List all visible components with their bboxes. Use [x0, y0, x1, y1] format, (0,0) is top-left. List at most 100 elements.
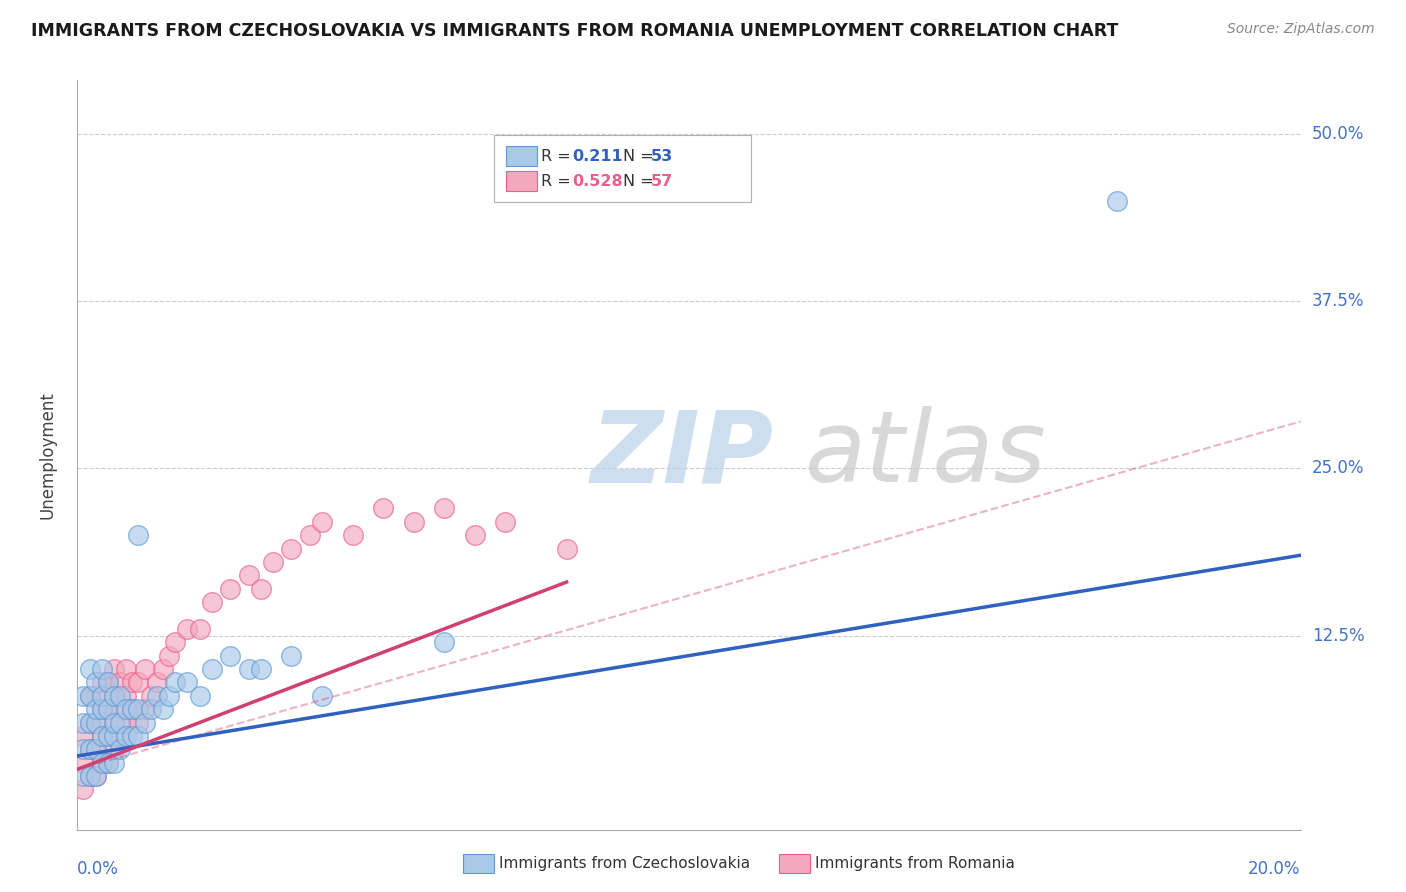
Point	[90, 729, 112, 743]
Point	[79, 715, 101, 730]
Point	[97, 675, 120, 690]
Point	[97, 729, 120, 743]
Y-axis label: Unemployment: Unemployment	[38, 391, 56, 519]
Point	[127, 675, 149, 690]
Point	[97, 729, 120, 743]
Point	[134, 662, 156, 676]
Point	[127, 528, 149, 542]
Point	[152, 662, 174, 676]
Point	[97, 702, 120, 716]
Point	[72, 742, 94, 756]
Text: 12.5%: 12.5%	[1312, 626, 1364, 645]
Point	[250, 662, 273, 676]
Point	[134, 702, 156, 716]
Point	[79, 689, 101, 703]
Text: 20.0%: 20.0%	[1249, 860, 1301, 878]
Point	[90, 662, 112, 676]
Text: N =: N =	[623, 149, 659, 163]
Point	[201, 662, 224, 676]
Point	[157, 689, 180, 703]
Point	[176, 622, 198, 636]
Text: 0.211: 0.211	[572, 149, 623, 163]
Point	[555, 541, 578, 556]
Point	[342, 528, 364, 542]
Point	[127, 715, 149, 730]
Point	[90, 756, 112, 770]
Point	[464, 528, 486, 542]
Point	[84, 769, 107, 783]
Point	[79, 742, 101, 756]
Point	[115, 689, 138, 703]
Point	[84, 702, 107, 716]
Point	[188, 622, 211, 636]
Point	[108, 715, 131, 730]
Text: 0.0%: 0.0%	[77, 860, 120, 878]
Point	[108, 702, 131, 716]
Point	[72, 769, 94, 783]
Point	[188, 689, 211, 703]
Point	[298, 528, 321, 542]
Point	[433, 501, 456, 516]
Point	[108, 689, 131, 703]
Point	[121, 702, 143, 716]
Point	[495, 515, 517, 529]
Text: atlas: atlas	[806, 407, 1047, 503]
Point	[72, 782, 94, 797]
Point	[103, 742, 125, 756]
Point	[90, 702, 112, 716]
Point	[84, 715, 107, 730]
Point	[84, 689, 107, 703]
Text: 37.5%: 37.5%	[1312, 292, 1364, 310]
Point	[84, 742, 107, 756]
Point	[108, 729, 131, 743]
Point	[72, 715, 94, 730]
Point	[90, 702, 112, 716]
Point	[97, 675, 120, 690]
Point	[108, 742, 131, 756]
Text: Immigrants from Czechoslovakia: Immigrants from Czechoslovakia	[499, 856, 751, 871]
Point	[433, 635, 456, 649]
Point	[84, 769, 107, 783]
Point	[103, 756, 125, 770]
Point	[90, 689, 112, 703]
Point	[201, 595, 224, 609]
Point	[238, 568, 260, 582]
Point	[115, 702, 138, 716]
Point	[79, 742, 101, 756]
Text: Source: ZipAtlas.com: Source: ZipAtlas.com	[1227, 22, 1375, 37]
Point	[103, 689, 125, 703]
Text: 25.0%: 25.0%	[1312, 459, 1364, 477]
Point	[103, 662, 125, 676]
Point	[157, 648, 180, 663]
Point	[84, 715, 107, 730]
Point	[127, 729, 149, 743]
Point	[311, 689, 333, 703]
Point	[79, 769, 101, 783]
Point	[121, 729, 143, 743]
Point	[90, 729, 112, 743]
Point	[371, 501, 394, 516]
Point	[97, 756, 120, 770]
Point	[103, 689, 125, 703]
Point	[115, 715, 138, 730]
Point	[79, 715, 101, 730]
Point	[103, 715, 125, 730]
Point	[219, 582, 242, 596]
Point	[84, 675, 107, 690]
Point	[90, 675, 112, 690]
Point	[72, 689, 94, 703]
Point	[280, 648, 302, 663]
Point	[79, 662, 101, 676]
Point	[115, 662, 138, 676]
Point	[108, 675, 131, 690]
Point	[72, 756, 94, 770]
Point	[262, 555, 284, 569]
Point	[165, 635, 187, 649]
Point	[165, 675, 187, 690]
Text: 53: 53	[651, 149, 673, 163]
Point	[84, 742, 107, 756]
Point	[238, 662, 260, 676]
Text: R =: R =	[541, 149, 576, 163]
Point	[115, 729, 138, 743]
Point	[121, 675, 143, 690]
